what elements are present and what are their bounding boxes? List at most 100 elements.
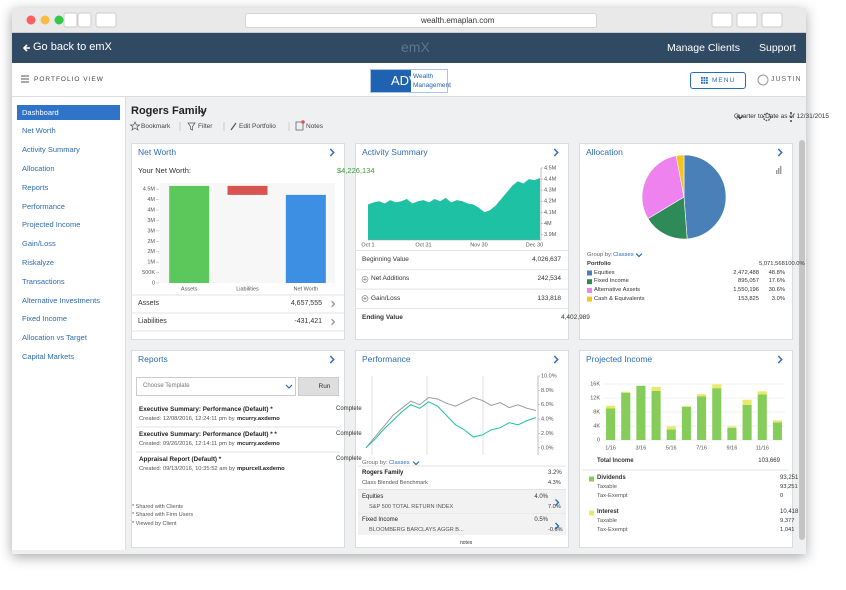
logo-text: Wealth [413, 73, 434, 81]
table-pct: 17.6% [768, 278, 785, 285]
perf-benchmark-value: 7.0% [548, 503, 561, 510]
net-worth-total: $4,226,134 [337, 165, 375, 175]
income-sub-label: Tax-Exempt [597, 492, 628, 499]
template-select[interactable] [136, 377, 296, 396]
tool-link[interactable]: Notes [306, 122, 323, 130]
card [355, 143, 569, 340]
sidebar-item[interactable]: Net Worth [22, 126, 56, 136]
legend-note: * Shared with Firm Users [132, 512, 194, 519]
report-user: mpurcell.axdemo [237, 465, 285, 472]
card-title[interactable]: Performance [362, 354, 411, 365]
scrollbar-thumb[interactable] [799, 140, 805, 540]
group-value[interactable]: Classes [389, 459, 410, 466]
app-header [12, 33, 806, 63]
income-sub-label: Taxable [597, 518, 617, 525]
url-box[interactable] [245, 13, 597, 28]
tool-link[interactable]: Bookmark [141, 122, 171, 130]
sidebar-item[interactable]: Performance [22, 201, 65, 211]
sidebar-item[interactable]: Riskalyze [22, 257, 55, 267]
income-sub-label: Taxable [597, 484, 617, 491]
table-value: 5,071,568 [759, 260, 785, 267]
income-value: 10,418 [780, 509, 799, 516]
tool-link[interactable]: Filter [198, 122, 213, 130]
group-label: Group by: [587, 251, 613, 258]
period-selector[interactable]: Quarter to Date as of 12/31/2015 [734, 113, 830, 121]
tool-link[interactable]: Edit Portfolio [239, 122, 276, 130]
sidebar-item[interactable]: Allocation vs Target [22, 333, 87, 343]
notes-link[interactable]: notes [460, 539, 473, 546]
row-value: -431,421 [294, 317, 322, 325]
card-title[interactable]: Projected Income [586, 354, 653, 365]
income-sub-value: 0 [780, 492, 784, 499]
card-title[interactable]: Activity Summary [362, 147, 428, 158]
row-label[interactable]: Liabilities [138, 317, 167, 325]
nav-link[interactable]: Support [759, 41, 796, 54]
table-pct: 30.6% [768, 286, 785, 293]
view-label: PORTFOLIO VIEW [34, 76, 104, 84]
sidebar-item[interactable]: Projected Income [22, 220, 81, 230]
card [579, 350, 793, 548]
row-label: Beginning Value [362, 256, 409, 264]
sidebar-item[interactable]: Allocation [22, 163, 55, 173]
perf-row[interactable] [358, 513, 566, 535]
row-label[interactable]: Assets [138, 299, 160, 307]
report-user: mcurry.axdemo [237, 440, 280, 447]
income-sub-value: 9,377 [780, 518, 795, 525]
logo-text: Management [413, 82, 451, 90]
group-label: Group by: [362, 459, 388, 466]
card-title[interactable]: Allocation [586, 147, 623, 158]
row-label[interactable]: Gain/Loss [371, 294, 401, 302]
report-status: Complete [336, 431, 362, 438]
back-link[interactable]: Go back to emX [33, 41, 112, 54]
sidebar-item[interactable]: Fixed Income [22, 314, 68, 324]
sidebar-item[interactable]: Activity Summary [22, 145, 80, 155]
active-item [17, 104, 120, 120]
perf-value: 3.2% [548, 470, 562, 477]
sidebar-item[interactable]: Gain/Loss [22, 239, 56, 249]
sidebar-item[interactable]: Alternative Investments [22, 295, 100, 305]
nav-link[interactable]: Manage Clients [667, 41, 740, 54]
perf-value: 4.0% [534, 493, 548, 500]
table-label: Alternative Assets [594, 286, 641, 293]
group-value[interactable]: Classes [613, 251, 634, 258]
row-value: 242,534 [537, 275, 562, 283]
row-label: Ending Value [362, 314, 403, 321]
table-pct: 48.8% [768, 269, 785, 276]
table-pct: 100.0% [785, 260, 805, 267]
report-user: mcurry.axdemo [237, 415, 280, 422]
perf-value: 0.5% [534, 517, 548, 524]
portfolio-name[interactable]: Rogers Family [131, 105, 207, 118]
report-title[interactable]: Appraisal Report (Default) * [139, 456, 222, 464]
select-placeholder: Choose Template [143, 382, 190, 389]
table-label: Fixed Income [594, 278, 629, 285]
perf-row[interactable] [358, 489, 566, 512]
income-label: Interest [597, 509, 619, 516]
run-button[interactable] [298, 377, 339, 396]
row-value: 4,657,555 [290, 299, 322, 307]
legend-note: * Viewed by Client [132, 520, 177, 527]
sidebar-item[interactable]: Dashboard [22, 107, 59, 117]
report-title[interactable]: Executive Summary: Performance (Default)… [139, 431, 277, 439]
report-title[interactable]: Executive Summary: Performance (Default)… [139, 406, 273, 414]
report-created: Created: 09/13/2016, 10:35:52 am by [139, 465, 236, 472]
perf-benchmark-value: -0.6% [548, 527, 563, 534]
menu-label[interactable]: MENU [712, 76, 736, 84]
table-value: 2,472,488 [733, 269, 759, 276]
sidebar-item[interactable]: Capital Markets [22, 351, 75, 361]
card-title[interactable]: Reports [138, 354, 168, 365]
perf-name: Fixed Income [362, 517, 399, 524]
user-name[interactable]: JUSTIN [771, 76, 802, 84]
logo-mark-box [371, 70, 411, 92]
menu-button[interactable] [690, 72, 746, 89]
income-value: 93,251 [780, 475, 799, 482]
sidebar-item[interactable]: Transactions [22, 276, 65, 286]
sidebar-item[interactable]: Reports [22, 182, 49, 192]
card-title[interactable]: Net Worth [138, 147, 177, 158]
perf-benchmark-value: 4.3% [548, 480, 561, 487]
row-label[interactable]: Net Additions [371, 275, 410, 283]
perf-name: Equities [362, 493, 384, 500]
table-label: Cash & Equivalents [594, 295, 645, 302]
table-value: 895,057 [738, 278, 759, 285]
